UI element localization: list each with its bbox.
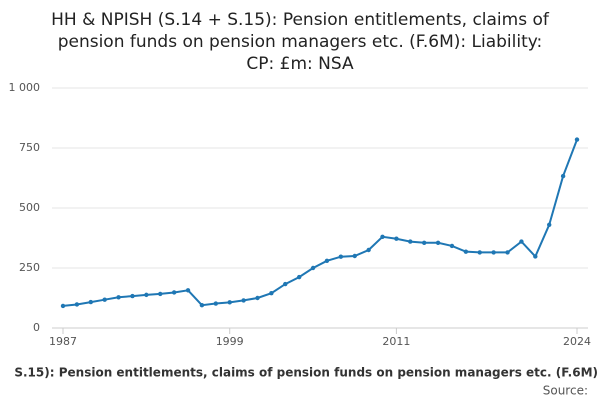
point xyxy=(519,239,524,244)
point xyxy=(241,298,246,303)
point xyxy=(213,301,219,306)
y-tick-label: 0 xyxy=(33,321,40,334)
point xyxy=(102,297,107,302)
line xyxy=(62,139,578,307)
point xyxy=(449,243,455,249)
point xyxy=(352,253,357,259)
source: Source: xyxy=(543,384,588,398)
point xyxy=(171,290,177,295)
point xyxy=(574,137,580,142)
point xyxy=(394,236,399,241)
point xyxy=(130,293,135,299)
point xyxy=(199,303,205,308)
y-tick-label: 250 xyxy=(19,261,40,274)
point xyxy=(338,254,344,259)
point xyxy=(533,254,538,259)
point xyxy=(421,240,427,245)
point xyxy=(269,291,274,296)
point xyxy=(366,247,371,253)
point xyxy=(547,222,552,227)
point xyxy=(88,299,93,305)
point xyxy=(435,240,441,245)
point xyxy=(477,250,482,255)
point xyxy=(491,250,496,255)
point xyxy=(283,281,288,287)
point xyxy=(324,258,330,263)
point xyxy=(408,239,413,244)
chart-title: HH & NPISH (S.14 + S.15): Pension entitl… xyxy=(51,10,550,30)
x-tick-label: 1987 xyxy=(49,335,77,348)
point xyxy=(116,295,121,300)
point xyxy=(158,291,163,297)
point xyxy=(310,265,316,271)
point xyxy=(185,288,191,293)
chart-title: pension funds on pension managers etc. (… xyxy=(58,32,543,52)
y-tick-label: 1 000 xyxy=(9,81,41,94)
y-tick-label: 500 xyxy=(19,201,40,214)
point xyxy=(560,173,566,179)
x-tick-label: 1999 xyxy=(216,335,244,348)
point xyxy=(60,303,66,309)
point xyxy=(74,302,80,307)
y-tick-label: 750 xyxy=(19,141,40,154)
point xyxy=(144,292,149,298)
point xyxy=(380,234,385,239)
point xyxy=(463,249,469,254)
chart-title: CP: £m: NSA xyxy=(246,54,354,74)
point xyxy=(255,295,260,301)
point xyxy=(505,250,510,255)
x-tick-label: 2024 xyxy=(563,335,591,348)
x-tick-label: 2011 xyxy=(382,335,410,348)
footer: S.15): Pension entitlements, claims of p… xyxy=(14,366,598,380)
point xyxy=(296,274,302,280)
point xyxy=(227,300,232,305)
